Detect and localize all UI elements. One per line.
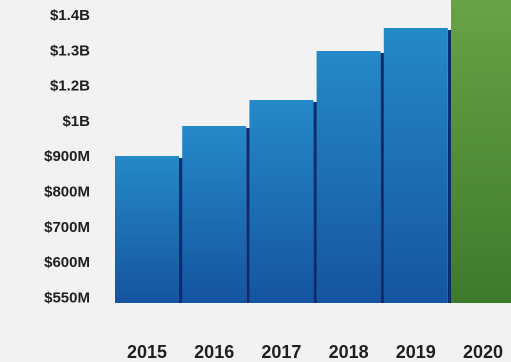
bar-shadow-2019	[447, 30, 452, 303]
x-tick-label-2019: 2019	[396, 342, 436, 362]
x-tick-label-2017: 2017	[261, 342, 301, 362]
bar-2019	[383, 28, 448, 303]
y-tick-label: $1B	[62, 113, 90, 130]
x-tick-label-2016: 2016	[194, 342, 234, 362]
bar-2016	[182, 126, 247, 303]
y-axis-tick-labels: $1.4B $1.3B $1.2B $1B $900M $800M $700M $600M $5…	[44, 7, 90, 306]
bar-shadow-2015	[179, 158, 183, 303]
y-tick-label: $1.2B	[50, 78, 90, 95]
y-tick-label: $800M	[44, 183, 90, 200]
x-tick-label-2020: 2020	[463, 342, 503, 362]
y-tick-label: $1.3B	[50, 42, 90, 59]
bar-2020	[451, 0, 511, 303]
bar-shadow-2018	[380, 53, 385, 303]
y-tick-label: $900M	[44, 148, 90, 165]
bars-group	[115, 0, 511, 303]
bar-2017	[249, 100, 314, 303]
x-tick-label-2018: 2018	[329, 342, 369, 362]
y-tick-label: $700M	[44, 219, 90, 236]
y-tick-label: $1.4B	[50, 7, 90, 24]
y-tick-label: $600M	[44, 254, 90, 271]
bar-shadow-2017	[313, 102, 318, 303]
bar-2018	[316, 51, 381, 303]
bar-2015	[115, 156, 179, 303]
x-axis-tick-labels: 2015 2016 2017 2018 2019 2020	[127, 342, 503, 362]
x-tick-label-2015: 2015	[127, 342, 167, 362]
bar-shadow-2016	[246, 128, 251, 303]
y-tick-label: $550M	[44, 289, 90, 306]
